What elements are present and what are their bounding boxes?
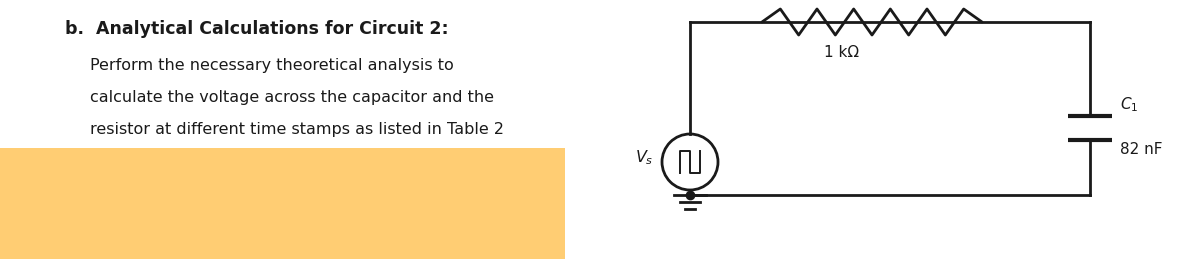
Text: calculate the voltage across the capacitor and the: calculate the voltage across the capacit… <box>90 90 494 105</box>
Text: $C_1$: $C_1$ <box>1120 95 1139 114</box>
Bar <box>0 148 565 259</box>
Text: b.  Analytical Calculations for Circuit 2:: b. Analytical Calculations for Circuit 2… <box>65 20 449 38</box>
Text: Perform the necessary theoretical analysis to: Perform the necessary theoretical analys… <box>90 58 454 73</box>
Text: 82 nF: 82 nF <box>1120 142 1163 157</box>
Text: 1 kΩ: 1 kΩ <box>824 45 859 60</box>
Text: resistor at different time stamps as listed in Table 2: resistor at different time stamps as lis… <box>90 122 504 137</box>
Text: $V_s$: $V_s$ <box>636 149 654 167</box>
